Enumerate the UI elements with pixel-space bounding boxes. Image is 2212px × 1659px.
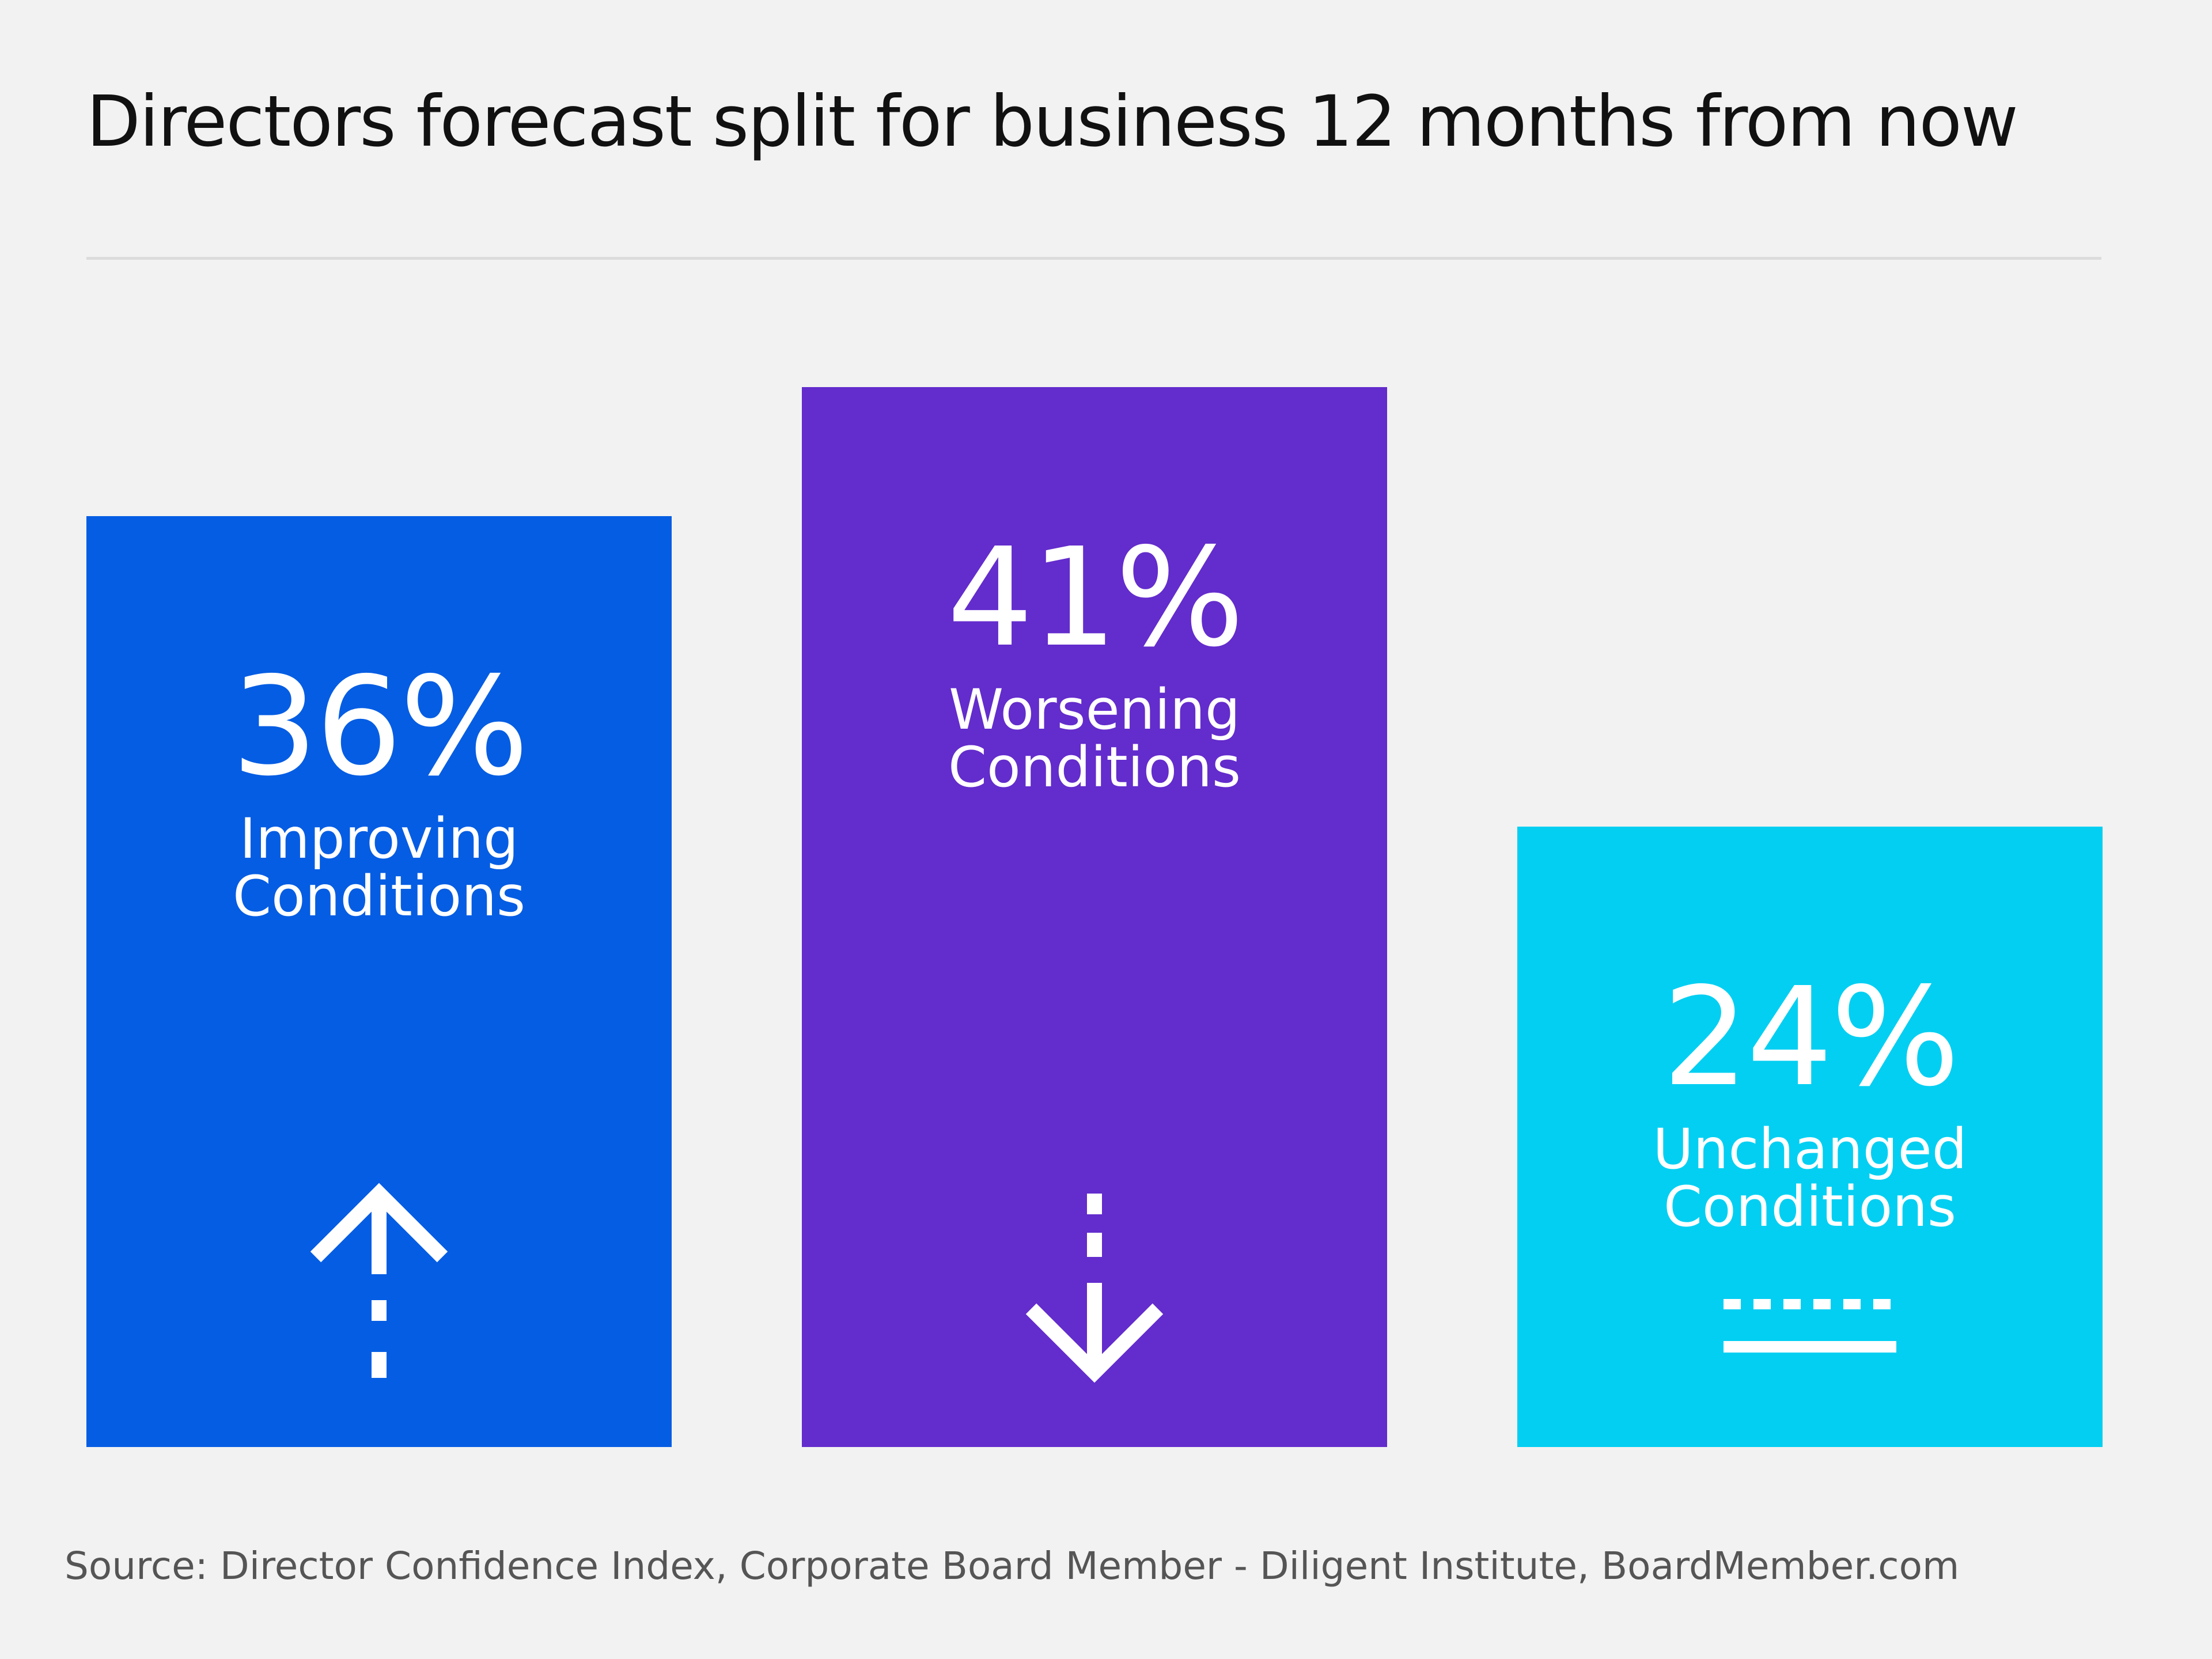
bar-category-label-line: Conditions [232, 864, 526, 929]
source-note: Source: Director Confidence Index, Corpo… [65, 1544, 1960, 1588]
chart-title: Directors forecast split for business 12… [86, 81, 2018, 162]
flat-line-icon [1517, 1182, 2103, 1389]
bar-value-label: 36% [231, 647, 529, 806]
bar-unchanged: 24% Unchanged Conditions [1517, 827, 2103, 1447]
bar-category-label-line: Improving [239, 806, 519, 871]
bar-category-label: Worsening Conditions [802, 681, 1387, 796]
bar-category-label-line: Conditions [948, 735, 1241, 800]
bar-value-label: 41% [946, 518, 1245, 677]
arrow-up-icon [86, 1182, 672, 1389]
bar-category-label-line: Conditions [1663, 1175, 1957, 1239]
bar-category-label: Improving Conditions [86, 810, 672, 925]
bar-value-label: 24% [1662, 958, 1960, 1116]
bar-category-label-line: Unchanged [1653, 1117, 1967, 1181]
arrow-down-icon [802, 1182, 1387, 1389]
bar-category-label: Unchanged Conditions [1517, 1120, 2103, 1236]
bar-improving: 36% Improving Conditions [86, 516, 672, 1447]
title-divider [86, 257, 2101, 260]
bar-worsening: 41% Worsening Conditions [802, 387, 1387, 1447]
bar-category-label-line: Worsening [949, 677, 1240, 742]
